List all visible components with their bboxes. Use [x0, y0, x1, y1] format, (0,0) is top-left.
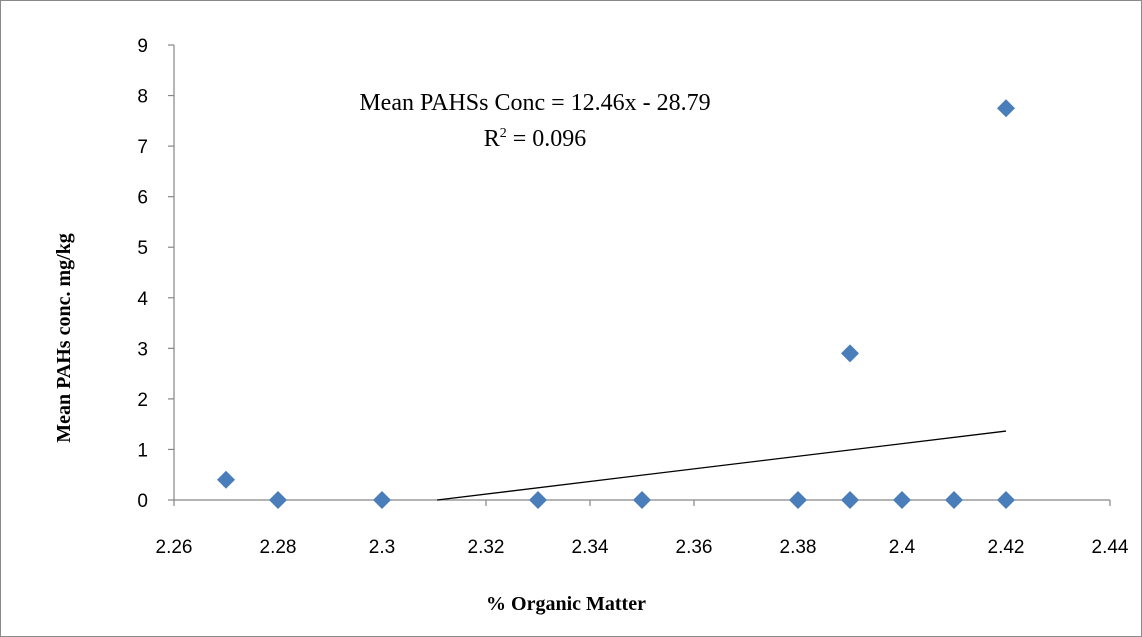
- x-tick-label: 2.32: [468, 537, 505, 558]
- r-squared-superscript: 2: [500, 126, 507, 141]
- x-tick-label: 2.42: [988, 537, 1025, 558]
- r-squared-label: R2 = 0.096: [484, 126, 587, 152]
- data-point: [945, 491, 963, 509]
- x-tick-label: 2.26: [156, 537, 193, 558]
- y-tick-label: 3: [137, 339, 148, 360]
- x-axis-title: % Organic Matter: [486, 593, 646, 615]
- data-point: [841, 344, 859, 363]
- data-point: [269, 491, 287, 509]
- x-tick-label: 2.38: [780, 537, 817, 558]
- y-axis-title: Mean PAHs conc. mg/kg: [53, 233, 75, 443]
- x-tick-label: 2.28: [260, 537, 297, 558]
- trendline-group: [437, 430, 1007, 501]
- data-point: [841, 491, 859, 509]
- x-tick-label: 2.4: [889, 537, 916, 558]
- data-point: [893, 491, 911, 509]
- x-tick-label: 2.44: [1092, 537, 1129, 558]
- data-point: [997, 99, 1015, 118]
- y-tick-label: 6: [137, 188, 148, 209]
- r-squared-prefix: R: [484, 126, 500, 152]
- y-tick-label: 1: [137, 440, 148, 461]
- y-tick-label: 8: [137, 87, 148, 108]
- y-tick-label: 5: [137, 238, 148, 259]
- y-tick-label: 9: [137, 36, 148, 57]
- y-tick-label: 0: [137, 491, 148, 512]
- trendline: [437, 430, 1007, 501]
- r-squared-value: = 0.096: [507, 126, 587, 152]
- data-point: [217, 470, 235, 489]
- data-point: [373, 491, 391, 509]
- x-tick-label: 2.3: [369, 537, 395, 558]
- x-tick-label: 2.34: [572, 537, 609, 558]
- trendline-equation: Mean PAHSs Conc = 12.46x - 28.79: [359, 90, 710, 116]
- y-axis: 0 1 2 3 4 5 6 7 8 9: [137, 36, 175, 512]
- data-point: [789, 491, 807, 509]
- data-points: [217, 99, 1015, 509]
- y-tick-label: 7: [137, 137, 148, 158]
- data-point: [997, 491, 1015, 509]
- data-point: [633, 491, 651, 509]
- y-tick-label: 2: [137, 390, 148, 411]
- x-tick-label: 2.36: [676, 537, 713, 558]
- y-tick-label: 4: [137, 289, 148, 310]
- data-point: [529, 491, 547, 509]
